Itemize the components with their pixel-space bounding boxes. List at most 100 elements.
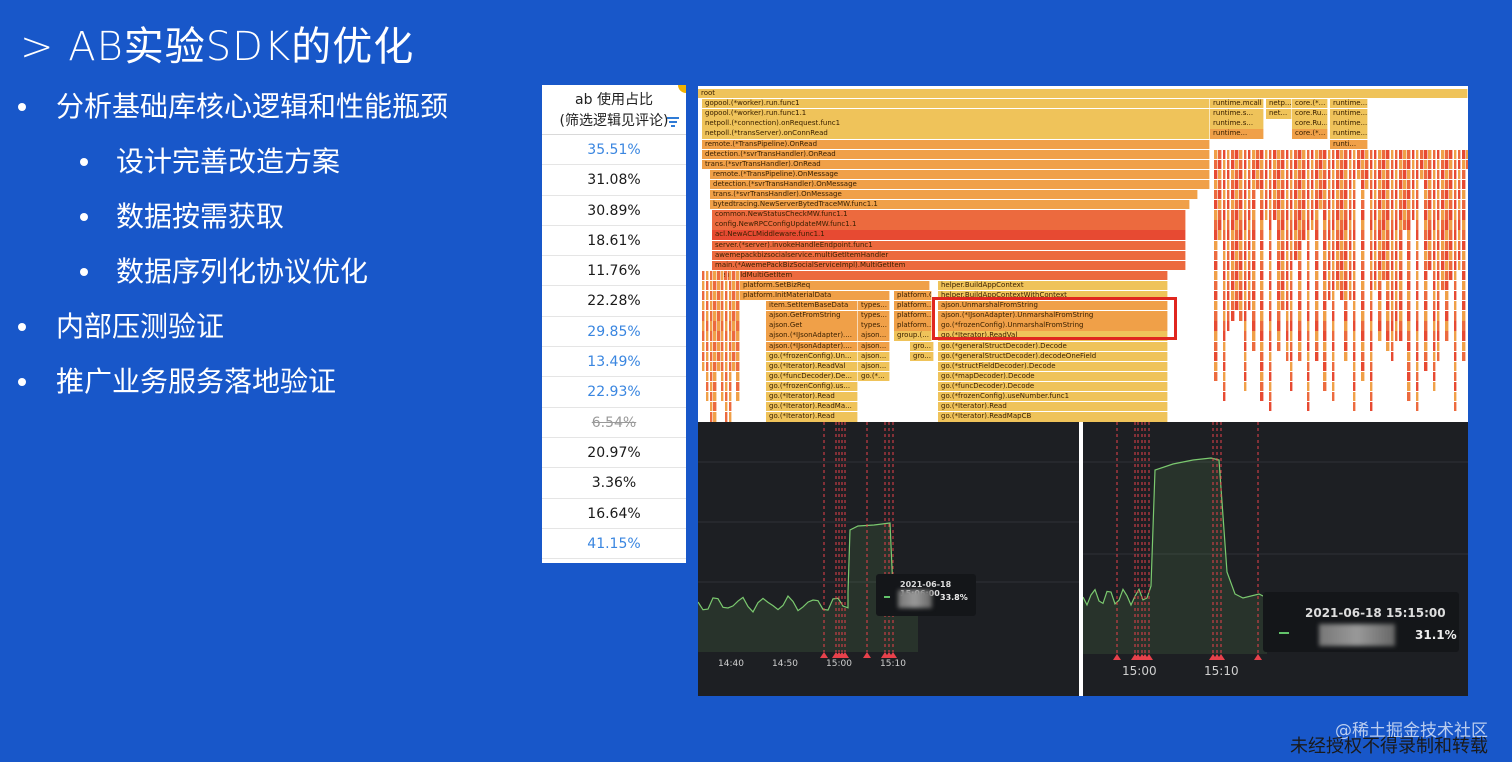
flame-frame[interactable]: ajson...: [858, 341, 890, 351]
flame-frame[interactable]: gro...: [910, 341, 934, 351]
flame-frame[interactable]: types...: [858, 321, 890, 331]
flame-frame[interactable]: platform.InitMaterialData: [740, 291, 890, 301]
flame-frame[interactable]: go.(*frozenConfig).Un...: [766, 351, 858, 361]
flame-frame[interactable]: go.(*generalStructDecoder).Decode: [938, 341, 1168, 351]
flame-frame[interactable]: go.(*Iterator).ReadMapCB: [938, 412, 1168, 422]
flame-frame[interactable]: helper.BuildAppContextWithContext: [938, 291, 1168, 301]
flame-frame[interactable]: ajson.(*IJsonAdapter)....: [766, 341, 858, 351]
flame-frame[interactable]: go.(*frozenConfig).useNumber.func1: [938, 392, 1168, 402]
flame-frame-sliver: [1352, 381, 1357, 392]
flame-frame[interactable]: platform....: [894, 321, 932, 331]
flame-frame[interactable]: go.(*structFieldDecoder).Decode: [938, 361, 1168, 372]
flame-frame[interactable]: runtime...: [1330, 109, 1368, 119]
flame-frame-sliver: [702, 331, 706, 341]
flame-frame[interactable]: root: [698, 89, 1468, 99]
flame-frame-sliver: [1390, 270, 1395, 281]
flame-frame[interactable]: ajson...: [858, 351, 890, 361]
flame-frame[interactable]: go.(*generalStructDecoder).decodeOneFiel…: [938, 351, 1168, 361]
flame-frame[interactable]: platform....: [894, 311, 932, 321]
flame-frame[interactable]: remote.(*TransPipeline).OnRead: [702, 139, 1210, 149]
flame-frame[interactable]: remote.(*TransPipeline).OnMessage: [710, 169, 1210, 180]
flame-frame[interactable]: group.(...: [894, 331, 932, 341]
flame-frame-sliver: [1277, 200, 1281, 210]
flame-frame[interactable]: gopool.(*worker).run.func1.1: [702, 109, 1210, 119]
flame-frame[interactable]: server.(*server).invokeHandleEndpoint.fu…: [712, 240, 1186, 250]
flame-frame[interactable]: ajson.(*IJsonAdapter).UnmarshalFromStrin…: [938, 311, 1168, 321]
flame-frame[interactable]: runtime...: [1210, 129, 1264, 139]
flame-frame-sliver: [1323, 149, 1327, 159]
flame-frame[interactable]: main.OldMultiGetItem: [712, 270, 1168, 281]
flame-frame[interactable]: awemepackbizsocialservice.multiGetItemHa…: [712, 250, 1186, 260]
flame-frame[interactable]: runtime...: [1330, 99, 1368, 109]
flame-frame[interactable]: go.(*Iterator).Read: [938, 402, 1168, 412]
flame-frame[interactable]: platform.G...: [894, 291, 932, 301]
flame-frame[interactable]: config.NewRPCConfigUpdateMW.func1.1: [712, 220, 1186, 230]
flame-frame[interactable]: go.(*funcDecoder).Decode: [938, 381, 1168, 392]
flame-frame[interactable]: go.(*frozenConfig).us...: [766, 381, 858, 392]
flame-frame[interactable]: go.(*frozenConfig).UnmarshalFromString: [938, 321, 1168, 331]
flame-frame[interactable]: helper.BuildAppContext: [938, 280, 1168, 291]
flame-frame[interactable]: netp...: [1266, 99, 1292, 109]
flame-frame[interactable]: bytedtracing.NewServerBytedTraceMW.func1…: [710, 200, 1190, 210]
flame-frame[interactable]: platform....: [894, 301, 932, 311]
flame-frame-sliver: [1260, 250, 1264, 260]
flame-frame[interactable]: runti...: [1330, 139, 1368, 149]
flame-frame[interactable]: main.(*AwemePackBizSocialServiceImpl).Mu…: [712, 260, 1186, 271]
flame-frame-sliver: [1218, 179, 1222, 190]
flame-frame-sliver: [1378, 230, 1382, 240]
flame-frame[interactable]: netpoll.(*connection).onRequest.func1: [702, 119, 1210, 129]
flame-frame-sliver: [1222, 361, 1227, 372]
flame-frame[interactable]: core.Ru...: [1292, 109, 1328, 119]
flame-frame[interactable]: runtime.s...: [1210, 119, 1264, 129]
flame-frame[interactable]: go.(*Iterator).ReadVal: [766, 361, 858, 372]
flame-frame[interactable]: runtime...: [1330, 129, 1368, 139]
flame-frame[interactable]: acl.NewACLMiddleware.func1.1: [712, 230, 1186, 240]
flame-frame[interactable]: trans.(*svrTransHandler).OnRead: [702, 159, 1210, 170]
flame-frame[interactable]: ajson.UnmarshalFromString: [938, 301, 1168, 311]
flame-frame[interactable]: ajson...: [858, 331, 890, 341]
flame-frame[interactable]: detection.(*svrTransHandler).OnMessage: [710, 179, 1210, 190]
flame-frame[interactable]: net...: [1266, 109, 1292, 119]
flame-frame[interactable]: core.(*...: [1292, 129, 1328, 139]
flame-frame-sliver: [1390, 291, 1395, 301]
flame-frame[interactable]: netpoll.(*transServer).onConnRead: [702, 129, 1210, 139]
flame-frame[interactable]: ajson...: [858, 361, 890, 372]
flame-frame[interactable]: ajson.(*IJsonAdapter)....: [766, 331, 858, 341]
flame-frame-sliver: [705, 371, 710, 382]
flame-frame[interactable]: types...: [858, 301, 890, 311]
flame-frame[interactable]: go.(*funcDecoder).De...: [766, 371, 858, 382]
flame-frame[interactable]: platform.SetBizReq: [740, 280, 930, 291]
flame-frame[interactable]: go.(*mapDecoder).Decode: [938, 371, 1168, 382]
flame-frame-sliver: [1247, 149, 1252, 159]
flame-frame[interactable]: ajson.GetFromString: [766, 311, 858, 321]
flame-frame[interactable]: go.(*Iterator).ReadVal: [938, 331, 1168, 341]
flame-frame[interactable]: ajson.Get: [766, 321, 858, 331]
flame-frame[interactable]: go.(*Iterator).ReadMa...: [766, 402, 858, 412]
flame-frame[interactable]: core.Ru...: [1292, 119, 1328, 129]
flame-frame-sliver: [1457, 200, 1462, 210]
flame-frame[interactable]: trans.(*svrTransHandler).OnMessage: [710, 190, 1198, 200]
flame-frame[interactable]: common.NewStatusCheckMW.func1.1: [712, 210, 1186, 220]
flame-frame-sliver: [1382, 230, 1386, 240]
flame-frame[interactable]: runtime...: [1330, 119, 1368, 129]
flame-frame[interactable]: go.(*Iterator).Read: [766, 392, 858, 402]
flame-frame[interactable]: gopool.(*worker).run.func1: [702, 99, 1210, 109]
monitor-chart-left: 14:40 14:50 15:00 15:10 2021-06-18 15:06…: [698, 422, 1079, 696]
flame-frame[interactable]: item.SetItemBaseData: [766, 301, 858, 311]
flame-frame[interactable]: runtime.mcall: [1210, 99, 1264, 109]
flame-frame[interactable]: runtime.s...: [1210, 109, 1264, 119]
flame-frame-sliver: [1352, 361, 1357, 372]
flame-frame[interactable]: core.(*...: [1292, 99, 1328, 109]
flame-frame[interactable]: detection.(*svrTransHandler).OnRead: [702, 149, 1210, 159]
flame-frame-sliver: [1235, 270, 1239, 281]
flame-frame[interactable]: gro...: [910, 351, 934, 361]
flame-frame-sliver: [1285, 311, 1290, 321]
flame-frame-sliver: [1432, 331, 1437, 341]
flame-frame-sliver: [702, 321, 706, 331]
flame-frame-sliver: [1256, 169, 1260, 180]
flame-frame[interactable]: go.(*Iterator).Read: [766, 412, 858, 422]
flame-frame-sliver: [736, 351, 740, 361]
flame-frame[interactable]: go.(*...: [858, 371, 890, 382]
filter-icon[interactable]: [667, 117, 679, 127]
flame-frame[interactable]: types...: [858, 311, 890, 321]
